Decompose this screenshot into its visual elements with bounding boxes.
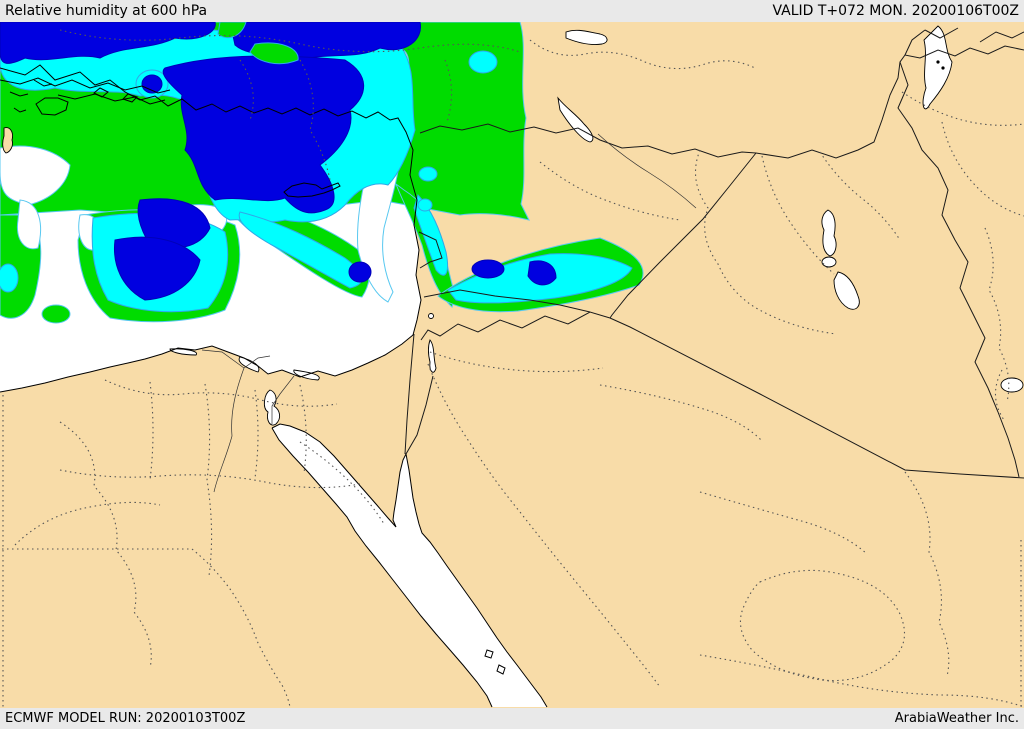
dead-sea — [428, 339, 437, 373]
page-title: Relative humidity at 600 hPa — [5, 3, 208, 19]
red-sea-islet-1 — [484, 649, 494, 659]
red-sea-islet-2 — [496, 664, 506, 675]
humidity-layer-blue — [0, 22, 557, 301]
credit-label: ArabiaWeather Inc. — [894, 711, 1019, 726]
lake-habbaniyah — [821, 256, 837, 268]
lake-urmia — [922, 25, 953, 110]
euphrates-river — [597, 133, 697, 209]
jordan-rift-border — [405, 375, 434, 455]
nile-delta-branches — [201, 349, 271, 369]
nile-river — [213, 367, 245, 493]
coastal-lagoon-3 — [169, 348, 198, 356]
header-bar: Relative humidity at 600 hPa VALID T+072… — [0, 0, 1024, 22]
suez-canal — [271, 375, 295, 424]
syria-iraq-border — [609, 152, 757, 319]
greek-islet-strokes — [9, 79, 53, 113]
river-layer — [201, 133, 697, 493]
footer-bar: ECMWF MODEL RUN: 20200103T00Z ArabiaWeat… — [0, 708, 1024, 729]
lebanon-border — [418, 231, 443, 269]
island-outline-2 — [122, 93, 138, 103]
iran-iraq-border — [897, 61, 1020, 478]
iraq-saudi-border — [609, 317, 1024, 479]
caucasus-borders — [904, 27, 1024, 56]
coastline-layer — [0, 64, 548, 708]
map-canvas — [0, 22, 1024, 708]
admin-dotted-layer — [2, 29, 1024, 708]
crete-outline — [35, 97, 69, 116]
humidity-green-islands — [217, 22, 299, 65]
jordan-saudi-border — [420, 311, 611, 341]
cyprus-outline — [283, 182, 341, 198]
lake-right-edge — [1000, 377, 1024, 393]
island-outline-1 — [93, 87, 109, 98]
marmara-coast-2 — [57, 93, 166, 105]
lake-razzaza — [833, 271, 860, 310]
marmara-coast — [0, 77, 171, 94]
turkey-syria-border — [419, 45, 1024, 159]
model-run-label: ECMWF MODEL RUN: 20200103T00Z — [5, 711, 246, 726]
border-layer — [404, 27, 1024, 479]
valid-time-label: VALID T+072 MON. 20200106T00Z — [772, 3, 1019, 19]
israel-egypt-border — [404, 333, 415, 455]
red-sea — [272, 424, 547, 707]
lake-tharthar — [821, 209, 837, 257]
tan-islet — [2, 127, 13, 154]
syria-jordan-border — [423, 289, 591, 313]
sea-of-galilee — [428, 313, 434, 319]
euphrates-reservoir-1 — [565, 29, 608, 45]
lake-islands — [936, 60, 945, 70]
